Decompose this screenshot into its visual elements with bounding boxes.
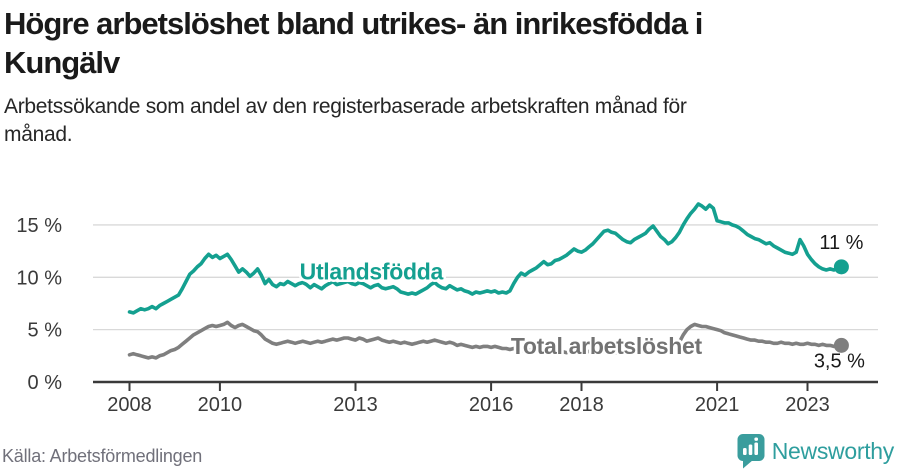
end-value-label-total: 3,5 %	[814, 350, 865, 372]
source-attribution: Källa: Arbetsförmedlingen	[2, 446, 203, 466]
brand-name: Newsworthy	[771, 437, 895, 464]
series-end-dot-utlandsfodda	[833, 259, 849, 275]
x-tick-label-2010: 2010	[198, 394, 243, 416]
series-label-total: Total arbetslöshet	[511, 333, 703, 359]
y-tick-label-5: 5 %	[28, 320, 63, 342]
x-tick-label-2021: 2021	[695, 394, 740, 416]
subtitle-line-1: Arbetssökande som andel av den registerb…	[4, 95, 687, 118]
bar-chart-bubble-icon	[737, 434, 765, 469]
x-tick-label-2008: 2008	[107, 394, 152, 416]
y-tick-label-15: 15 %	[16, 215, 62, 237]
chart-footer: Källa: Arbetsförmedlingen Newsworthy	[0, 434, 900, 474]
series-line-utlandsfodda	[127, 202, 844, 315]
x-tick-label-2018: 2018	[559, 394, 604, 416]
chart-header: Högre arbetslöshet bland utrikes- än inr…	[4, 4, 896, 149]
y-tick-label-10: 10 %	[16, 267, 62, 289]
chart-subtitle: Arbetssökande som andel av den registerb…	[4, 93, 896, 149]
series-end-dot-total	[833, 337, 849, 353]
y-tick-label-0: 0 %	[28, 372, 63, 394]
title-line-2: Kungälv	[4, 45, 120, 80]
series-label-utlandsfodda: Utlandsfödda	[300, 259, 444, 285]
newsworthy-logo: Newsworthy	[737, 433, 894, 469]
series-line-total	[127, 320, 844, 360]
title-line-1: Högre arbetslöshet bland utrikes- än inr…	[4, 6, 703, 41]
x-tick-label-2013: 2013	[333, 394, 378, 416]
end-value-label-utlandsfodda: 11 %	[819, 232, 863, 254]
subtitle-line-2: månad.	[4, 123, 73, 146]
x-tick-label-2023: 2023	[785, 394, 830, 416]
page-title: Högre arbetslöshet bland utrikes- än inr…	[4, 4, 896, 82]
x-tick-label-2016: 2016	[469, 394, 514, 416]
